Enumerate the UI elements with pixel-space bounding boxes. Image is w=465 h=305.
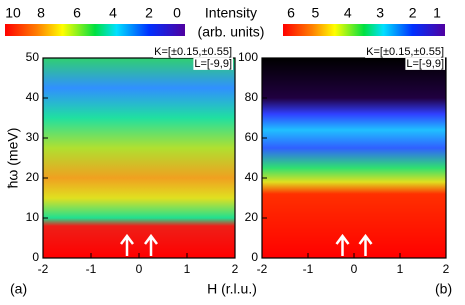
colorbar [5, 24, 185, 36]
x-tick-label: -2 [257, 262, 268, 276]
annotation: L=[-9,9] [194, 58, 232, 70]
colorbar-tick-label: 6 [73, 5, 81, 21]
x-tick-label: 1 [397, 262, 404, 276]
y-axis-label: ħω (meV) [5, 128, 21, 189]
y-tick-label: 60 [245, 130, 259, 144]
colorbar-tick-label: 2 [145, 5, 153, 21]
annotation-box [193, 57, 233, 70]
panel-label: (a) [10, 281, 27, 297]
y-tick-label: 50 [26, 50, 40, 64]
colorbar-tick-label: 3 [376, 5, 384, 21]
colorbar-title: Intensity [205, 5, 257, 21]
annotation: K=[±0.15,±0.55] [154, 46, 232, 58]
y-tick-label: 10 [26, 210, 40, 224]
x-tick-label: 1 [184, 262, 191, 276]
annotation: K=[±0.15,±0.55] [366, 46, 444, 58]
x-tick-label: -2 [38, 262, 49, 276]
y-tick-label: 0 [32, 250, 39, 264]
arrow [120, 233, 134, 256]
x-tick-label: 2 [232, 262, 239, 276]
annotation-box [405, 57, 445, 70]
colorbar-tick-label: 2 [409, 5, 417, 21]
annotation-box [365, 45, 445, 58]
colorbar-tick-label: 8 [37, 5, 45, 21]
y-tick-label: 30 [26, 130, 40, 144]
x-axis-label: H (r.l.u.) [207, 281, 257, 297]
colorbar-tick-label: 10 [5, 5, 21, 21]
arrow [144, 233, 158, 256]
y-tick-label: 0 [251, 250, 258, 264]
colorbar-tick-label: 0 [173, 5, 181, 21]
colorbar-tick-label: 1 [433, 5, 441, 21]
annotation: L=[-9,9] [406, 58, 444, 70]
arrow [358, 233, 373, 256]
x-tick-label: -1 [86, 262, 97, 276]
annotation-box [153, 45, 233, 58]
colorbar-tick-label: 6 [287, 5, 295, 21]
y-tick-label: 40 [26, 90, 40, 104]
x-tick-label: 0 [136, 262, 143, 276]
x-tick-label: 0 [351, 262, 358, 276]
colorbar-units: (arb. units) [198, 24, 265, 40]
panel-label: (b) [435, 281, 452, 297]
x-tick-label: -1 [303, 262, 314, 276]
y-tick-label: 20 [26, 170, 40, 184]
y-tick-label: 80 [245, 90, 259, 104]
arrow [335, 233, 350, 256]
x-tick-label: 2 [443, 262, 450, 276]
y-tick-label: 100 [238, 50, 258, 64]
heatmap [43, 58, 235, 258]
colorbar [283, 24, 445, 36]
colorbar-tick-label: 5 [312, 5, 320, 21]
y-tick-label: 40 [245, 170, 259, 184]
colorbar-tick-label: 4 [109, 5, 117, 21]
colorbar-tick-label: 4 [344, 5, 352, 21]
y-tick-label: 20 [245, 210, 259, 224]
heatmap [262, 58, 446, 258]
